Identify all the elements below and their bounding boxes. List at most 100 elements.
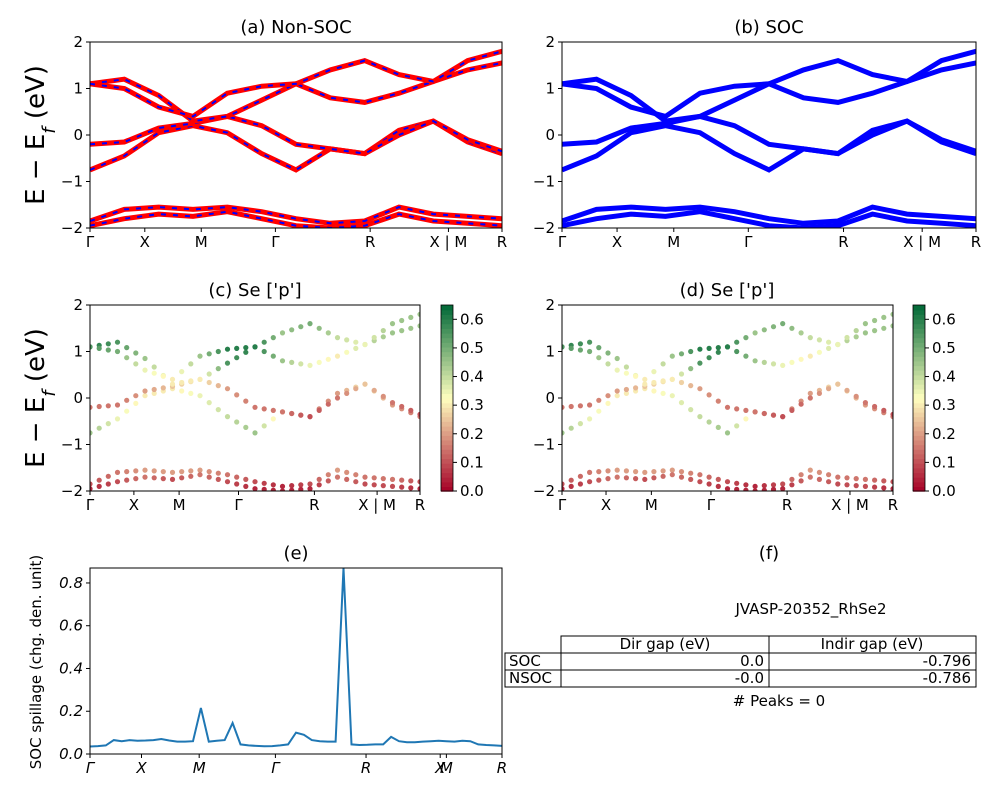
band-point (353, 479, 359, 485)
colorbar-segment (913, 467, 925, 474)
band-point (562, 481, 565, 487)
band-point (826, 479, 832, 485)
band-point (206, 469, 212, 475)
colorbar-segment (913, 407, 925, 413)
band-point (562, 344, 565, 350)
band-point (826, 339, 832, 345)
colorbar-segment (441, 402, 453, 408)
band-point (807, 467, 813, 473)
y-tick-label: 2 (545, 33, 555, 51)
band-point (417, 486, 420, 491)
colorbar-d: 0.6 0.5 0.4 0.3 0.2 0.1 0.0 (912, 304, 956, 500)
band-point (380, 393, 386, 399)
panel-c-title: (c) Se ['p'] (208, 280, 301, 301)
band-point (568, 483, 574, 489)
band-point (353, 345, 359, 351)
cell-nsoc-dir-gap: -0.0 (735, 669, 764, 687)
band-point (105, 403, 111, 409)
band-point (596, 477, 602, 483)
band-point (816, 390, 823, 396)
band-point (169, 381, 176, 387)
band-point (142, 388, 148, 394)
colorbar-segment (913, 425, 925, 432)
band-point (252, 479, 258, 485)
band-point (298, 486, 304, 491)
band-point (752, 488, 758, 491)
band-point (614, 355, 620, 362)
band-point (380, 483, 386, 489)
band-point (408, 478, 414, 484)
colorbar-segment (913, 360, 925, 367)
band-point (587, 416, 593, 422)
band-point (614, 467, 620, 473)
y-tick-label: 0.0 (59, 745, 83, 763)
band-point (243, 476, 249, 482)
band-point (770, 361, 777, 367)
band-point (697, 479, 703, 485)
x-tick-label: X (601, 496, 611, 514)
band-point (780, 321, 786, 327)
band-point (660, 390, 666, 396)
colorbar-segment (441, 365, 453, 371)
band-point (399, 477, 405, 483)
band-point (243, 349, 249, 355)
band-point (298, 324, 304, 330)
band-point (807, 395, 813, 401)
band-point (789, 476, 795, 482)
band-point (344, 349, 350, 355)
band-point (605, 400, 611, 406)
band-point (289, 487, 295, 491)
colorbar-segment (913, 393, 925, 399)
colorbar-segment (441, 411, 453, 418)
band-point (408, 325, 414, 331)
band-point (270, 335, 276, 341)
band-point (853, 483, 859, 489)
band-point (179, 475, 185, 481)
colorbar-segment (913, 449, 925, 455)
band-point (724, 486, 731, 491)
band-point (669, 353, 675, 359)
band-point (577, 403, 584, 409)
band-point (734, 423, 740, 429)
band-point (206, 400, 212, 406)
band-point (399, 317, 405, 324)
band-point (826, 386, 832, 392)
band-point (862, 476, 869, 482)
y-tick-label: −1 (61, 173, 83, 191)
band-line-dash (90, 115, 502, 155)
band-point (399, 484, 405, 490)
band-point (633, 373, 639, 379)
band-point (743, 353, 749, 359)
band-point (715, 424, 721, 430)
colorbar-segment (913, 328, 925, 334)
row-label-soc: SOC (509, 652, 541, 670)
spillage-ylabel: SOC spillage (chg. den. unit) (27, 555, 45, 770)
colorbar-tick-label: 0.0 (460, 482, 484, 500)
band-point (678, 379, 685, 386)
band-point (706, 481, 712, 487)
band-point (789, 325, 795, 331)
band-point (789, 359, 795, 365)
band-point (596, 397, 602, 403)
band-point (380, 334, 386, 340)
x-tick-label: X | M (430, 233, 468, 251)
band-point (678, 351, 685, 357)
band-point (697, 346, 703, 352)
band-point (298, 361, 304, 367)
band-point (614, 393, 620, 399)
colorbar-segment (441, 384, 453, 390)
band-point (243, 424, 249, 430)
x-tick-label: M (440, 759, 453, 777)
band-point (90, 430, 93, 436)
band-point (826, 472, 832, 478)
band-point (206, 474, 212, 480)
x-tick-label: R (782, 496, 792, 514)
colorbar-segment (441, 388, 453, 394)
band-point (669, 376, 675, 382)
band-point (151, 370, 157, 376)
band-point (124, 469, 130, 475)
band-point (380, 328, 386, 334)
band-point (252, 404, 258, 410)
band-point (307, 321, 313, 327)
x-tick-label: X (129, 496, 139, 514)
